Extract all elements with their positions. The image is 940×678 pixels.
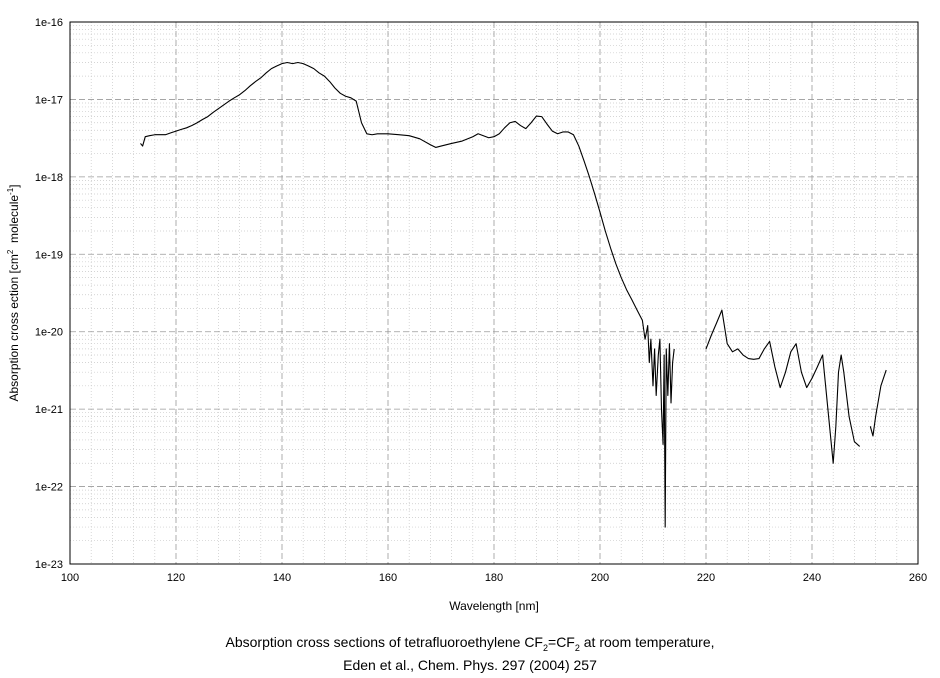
y-tick-label: 1e-16 [35, 17, 63, 29]
x-tick-label: 140 [273, 572, 291, 584]
y-tick-label: 1e-21 [35, 404, 63, 416]
plot-frame [69, 21, 919, 565]
y-tick-label: 1e-19 [35, 249, 63, 261]
caption-line-1: Absorption cross sections of tetrafluoro… [225, 634, 715, 653]
y-tick-label: 1e-22 [35, 482, 63, 494]
x-tick-label: 160 [379, 572, 397, 584]
series-line-segment [705, 309, 861, 464]
caption-line-2: Eden et al., Chem. Phys. 297 (2004) 257 [343, 657, 597, 673]
y-tick-labels: 1e-16 1e-17 1e-18 1e-19 1e-20 1e-21 1e-22 1e-23 [35, 17, 63, 571]
x-tick-label: 240 [803, 572, 821, 584]
x-tick-label: 260 [909, 572, 927, 584]
x-tick-label: 120 [167, 572, 185, 584]
x-axis-label: Wavelength [nm] [449, 599, 539, 613]
series-layer [140, 61, 887, 528]
x-tick-label: 180 [485, 572, 503, 584]
y-axis-label: Absorption cross ection [cm2 molecule-1] [6, 184, 21, 401]
series-line-segment [869, 369, 887, 437]
y-tick-label: 1e-18 [35, 172, 63, 184]
grid-major [70, 22, 918, 564]
y-tick-label: 1e-17 [35, 94, 63, 106]
y-tick-label: 1e-23 [35, 559, 63, 571]
y-tick-label: 1e-20 [35, 327, 63, 339]
x-tick-label: 100 [61, 572, 79, 584]
series-line-segment [140, 61, 675, 528]
x-tick-label: 200 [591, 572, 609, 584]
chart: 100 120 140 160 180 200 220 240 260 1e-161e-171e… [6, 17, 927, 613]
x-tick-label: 220 [697, 572, 715, 584]
x-tick-labels: 100 120 140 160 180 200 220 240 260 [61, 572, 927, 584]
